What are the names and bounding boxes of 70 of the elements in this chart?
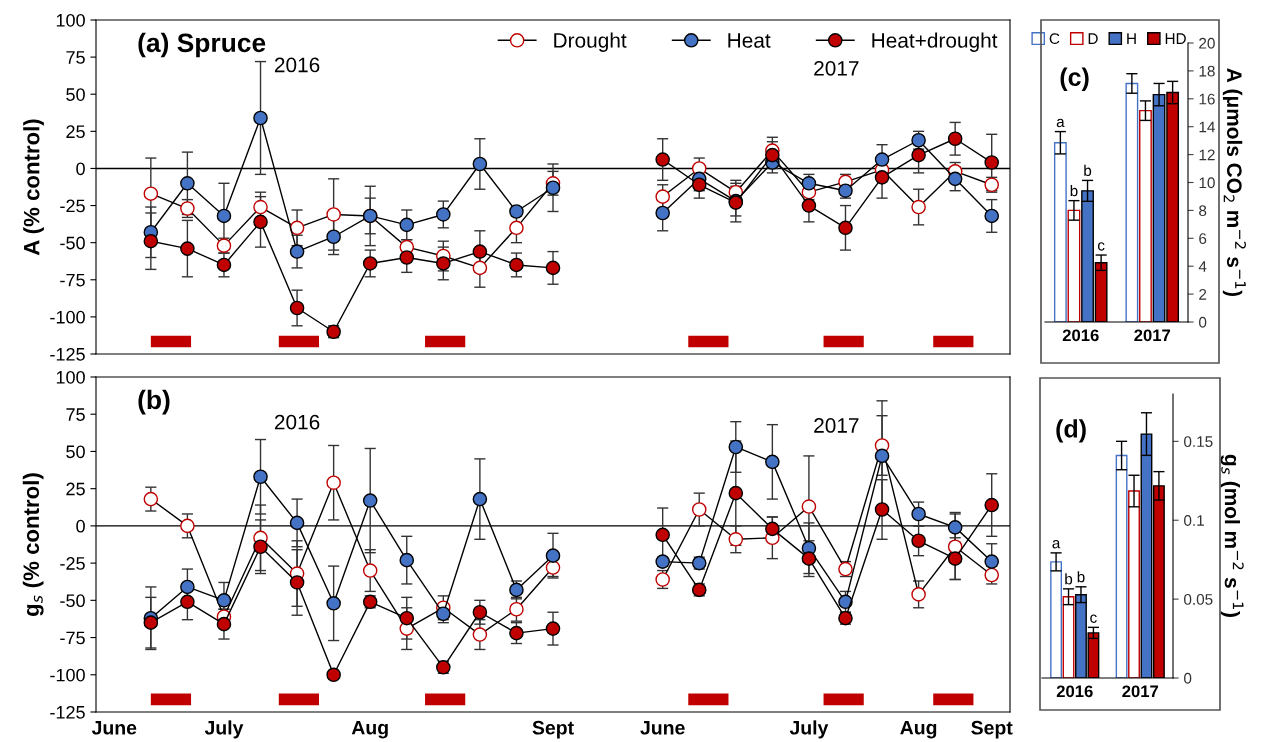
x-tick-label: Aug: [351, 720, 388, 739]
y-tick-label: 18: [1199, 65, 1215, 77]
annotation: 2017: [814, 60, 859, 76]
y-tick-label: 2: [1199, 288, 1207, 300]
chart-title: (b): [138, 389, 170, 415]
legend-label: C: [1049, 33, 1060, 45]
y-tick-label: 50: [66, 445, 85, 459]
x-tick-label: June: [640, 721, 685, 735]
annotation: a: [1056, 118, 1065, 128]
annotation: c: [1090, 614, 1097, 623]
x-tick-label: July: [204, 720, 244, 739]
y-tick-label: 16: [1199, 93, 1215, 105]
y-tick-label: 0.05: [1184, 593, 1213, 605]
y-axis-title: A (μmols CO$_{2}$ m$^{−2}$ s$^{−1}$): [1222, 68, 1246, 297]
y-tick-label: 75: [66, 51, 85, 64]
y-tick-label: 4: [1198, 261, 1207, 272]
annotation: b: [1077, 571, 1085, 583]
legend-label: Drought: [554, 32, 627, 52]
y-tick-label: 25: [66, 125, 85, 139]
x-tick-label: Sept: [532, 720, 574, 739]
y-tick-label: -50: [60, 236, 85, 250]
annotation: 2016: [274, 414, 320, 430]
y-tick-label: 14: [1199, 121, 1215, 133]
y-tick-label: -125: [50, 347, 85, 361]
y-tick-label: -75: [60, 273, 85, 287]
y-axis-title: A (% control): [23, 119, 44, 256]
y-tick-label: -75: [60, 631, 85, 645]
y-tick-label: -100: [50, 310, 85, 324]
y-tick-label: -125: [50, 705, 85, 719]
text: (c): [1060, 67, 1089, 91]
y-tick-label: -25: [60, 199, 85, 213]
legend-label: D: [1088, 33, 1098, 44]
y-tick-label: 6: [1199, 233, 1207, 244]
y-tick-label: 0.15: [1184, 436, 1213, 448]
y-tick-label: 0: [1199, 316, 1207, 328]
annotation: a: [1052, 540, 1061, 549]
x-tick-label: Sept: [971, 720, 1013, 739]
y-axis-title: g$_{s}$ (mol m$^{−2}$ s$^{−1}$): [1220, 454, 1244, 617]
y-tick-label: -25: [60, 557, 85, 570]
x-tick-label: June: [91, 721, 137, 735]
text: (d): [1056, 419, 1086, 443]
legend-label: HD: [1165, 33, 1186, 44]
y-tick-label: 75: [66, 408, 85, 421]
legend-label: Heat: [728, 33, 771, 48]
y-tick-label: -100: [50, 668, 85, 682]
chart-title: (a) Spruce: [138, 32, 266, 58]
y-tick-label: 20: [1199, 37, 1215, 49]
annotation: b: [1065, 573, 1073, 585]
annotation: b: [1070, 185, 1078, 197]
x-tick-label: July: [789, 720, 829, 739]
x-tick-label: Aug: [900, 720, 937, 739]
y-tick-label: 0.1: [1184, 515, 1204, 526]
y-axis-title: g$_{s}$ (% control): [22, 473, 44, 617]
y-tick-label: 100: [56, 370, 85, 384]
annotation: 2016: [274, 57, 320, 73]
y-tick-label: 8: [1199, 205, 1207, 217]
y-tick-label: 25: [66, 482, 85, 496]
y-tick-label: 0: [76, 162, 85, 176]
y-tick-label: 10: [1199, 177, 1215, 189]
annotation: b: [1084, 164, 1092, 176]
y-tick-label: 100: [56, 13, 85, 27]
legend-label: Heat+drought: [872, 32, 998, 52]
annotation: 2017: [814, 418, 859, 433]
annotation: c: [1097, 242, 1105, 251]
y-tick-label: 0: [1184, 672, 1192, 684]
y-tick-label: -50: [60, 594, 85, 608]
y-tick-label: 50: [66, 88, 85, 101]
y-tick-label: 0: [76, 519, 85, 533]
legend-label: H: [1127, 33, 1136, 44]
y-tick-label: 12: [1199, 149, 1215, 161]
